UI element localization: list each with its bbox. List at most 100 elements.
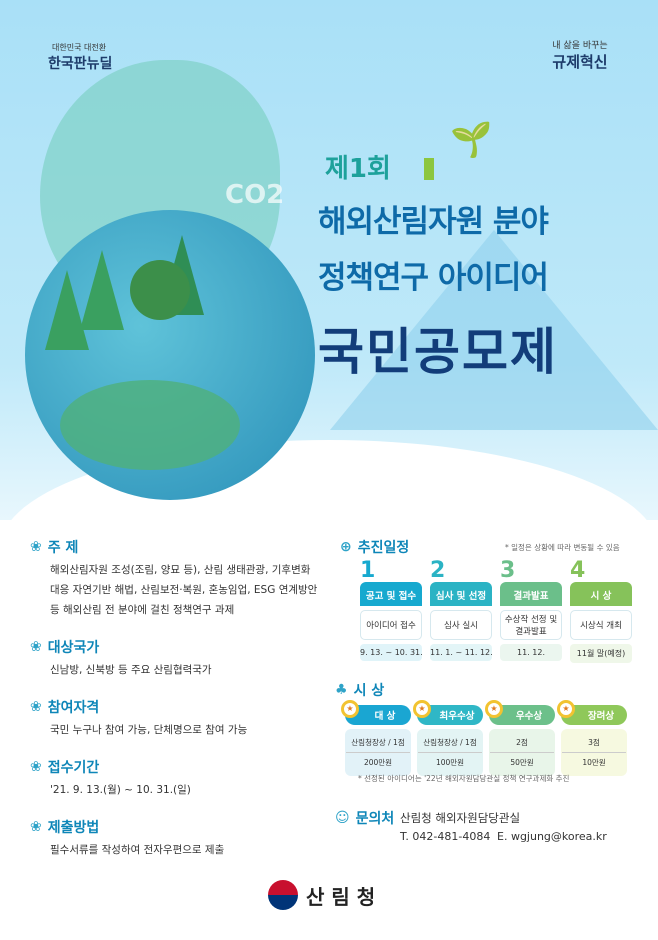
section-heading-text: 대상국가: [47, 640, 100, 656]
logo-subtitle: 대한민국 대전환: [52, 43, 107, 52]
step-description: 시상식 개최: [570, 610, 632, 640]
calendar-icon: ❀: [30, 759, 42, 775]
schedule-step: 4 시 상 시상식 개최 11월 말(예정): [570, 558, 632, 663]
award-title: ★ 대 상: [341, 700, 411, 725]
section-heading: ❀ 접수기간: [30, 757, 330, 777]
sprout-bar: [424, 158, 434, 180]
section-body: '21. 9. 13.(월) ~ 10. 31.(일): [50, 780, 330, 800]
award-count: 3점: [562, 733, 626, 753]
hand-sprout-icon: 🌱: [450, 120, 493, 160]
mountain-illustration: [330, 230, 658, 430]
sprout-icon: ❀: [30, 539, 42, 555]
awards-note: * 선정된 아이디어는 '22년 해외자원담당관실 정책 연구과제화 추진: [358, 774, 570, 783]
awards-heading-text: 시 상: [353, 683, 385, 699]
trees-icon: ♣: [335, 682, 348, 698]
award-prize: 10만원: [582, 758, 606, 767]
section-body-line: 국민 누구나 참여 가능, 단체명으로 참여 가능: [50, 724, 248, 736]
section-body: 국민 누구나 참여 가능, 단체명으로 참여 가능: [50, 720, 330, 740]
regulatory-innovation-logo: 내 삶을 바꾸는 규제혁신: [535, 38, 625, 72]
step-title: 결과발표: [500, 582, 562, 606]
globe-icon: ⊕: [340, 539, 352, 555]
step-number: 3: [500, 558, 516, 583]
step-title: 공고 및 접수: [360, 582, 422, 606]
section-heading: ❀ 제출방법: [30, 817, 330, 837]
award-count: 산림청장상 / 1점: [418, 733, 482, 753]
section-body-line: 대응 자연기반 해법, 산림보전·복원, 혼농임업, ESG 연계방안: [50, 584, 318, 596]
step-description: 수상작 선정 및 결과발표: [500, 610, 562, 640]
award-title-text: 대 상: [374, 711, 396, 722]
agency-name: 산 림 청: [306, 884, 376, 909]
contact-phone: T. 042-481-4084: [400, 830, 491, 843]
contact-heading: ☺ 문의처: [335, 808, 394, 828]
contact-email[interactable]: E. wgjung@korea.kr: [497, 830, 607, 843]
schedule-heading-text: 추진일정: [357, 540, 410, 556]
contact-org: 산림청 해외자원담당관실: [400, 811, 521, 825]
award-title: ★ 최우수상: [413, 700, 483, 725]
info-section: ❀ 접수기간 '21. 9. 13.(월) ~ 10. 31.(일): [30, 757, 330, 800]
schedule-steps: 1 공고 및 접수 아이디어 접수 9. 13. ~ 10. 31. 2 심사 및…: [360, 558, 632, 663]
section-heading-text: 참여자격: [47, 700, 100, 716]
award-card: ★ 최우수상 산림청장상 / 1점 100만원: [413, 700, 483, 776]
info-section: ❀ 주 제 해외산림자원 조성(조림, 양묘 등), 산림 생태관광, 기후변화 대응…: [30, 537, 330, 620]
document-icon: ❀: [30, 819, 42, 835]
award-details: 2점 50만원: [489, 729, 555, 776]
section-heading-text: 주 제: [47, 540, 79, 556]
people-icon: ❀: [30, 699, 42, 715]
award-count: 산림청장상 / 1점: [346, 733, 410, 753]
section-heading: ❀ 대상국가: [30, 637, 330, 657]
medal-icon: ★: [557, 700, 575, 718]
section-body-line: 신남방, 신북방 등 주요 산림협력국가: [50, 664, 212, 676]
step-description: 아이디어 접수: [360, 610, 422, 640]
step-date: 11월 말(예정): [570, 644, 632, 663]
section-heading: ❀ 참여자격: [30, 697, 330, 717]
tree-icon: ❀: [30, 639, 42, 655]
step-number: 1: [360, 558, 376, 583]
section-body-line: 등 해외산림 전 분야에 걸친 정책연구 과제: [50, 604, 235, 616]
earth-land-illustration: [60, 380, 240, 470]
korean-new-deal-logo: 대한민국 대전환 한국판뉴딜: [30, 42, 112, 73]
title-main: 국민공모제: [318, 323, 558, 381]
step-number: 2: [430, 558, 446, 583]
award-card: ★ 대 상 산림청장상 / 1점 200만원: [341, 700, 411, 776]
tree-illustration: [80, 250, 124, 330]
schedule-note: * 일정은 상황에 따라 변동될 수 있음: [505, 543, 620, 552]
award-details: 산림청장상 / 1점 100만원: [417, 729, 483, 776]
award-details: 3점 10만원: [561, 729, 627, 776]
award-title-text: 우수상: [515, 711, 543, 722]
section-body: 신남방, 신북방 등 주요 산림협력국가: [50, 660, 330, 680]
people-planting-tree-illustration: [130, 260, 190, 320]
step-date: 11. 12.: [500, 644, 562, 661]
title-line-2: 정책연구 아이디어: [318, 260, 549, 296]
award-prize: 50만원: [510, 758, 534, 767]
awards-list: ★ 대 상 산림청장상 / 1점 200만원 ★ 최우수상 산림청장상 / 1점 100만…: [341, 700, 627, 776]
co2-label: CO2: [225, 180, 285, 210]
award-prize: 100만원: [435, 758, 465, 767]
step-number: 4: [570, 558, 586, 583]
step-description: 심사 실시: [430, 610, 492, 640]
logo-title: 한국판뉴딜: [48, 56, 113, 72]
medal-icon: ★: [485, 700, 503, 718]
schedule-step: 3 결과발표 수상작 선정 및 결과발표 11. 12.: [500, 558, 562, 663]
awards-heading: ♣ 시 상: [335, 680, 384, 700]
logo-title: 규제혁신: [552, 53, 608, 71]
award-title-text: 최우수상: [439, 711, 475, 722]
schedule-heading: ⊕ 추진일정: [340, 537, 409, 557]
logo-subtitle: 내 삶을 바꾸는: [552, 41, 608, 51]
step-date: 11. 1. ~ 11. 12.: [430, 644, 493, 661]
schedule-step: 1 공고 및 접수 아이디어 접수 9. 13. ~ 10. 31.: [360, 558, 423, 663]
section-body-line: 필수서류를 작성하여 전자우편으로 제출: [50, 844, 225, 856]
section-heading-text: 접수기간: [47, 760, 100, 776]
step-title: 심사 및 선정: [430, 582, 492, 606]
step-title: 시 상: [570, 582, 632, 606]
step-date: 9. 13. ~ 10. 31.: [360, 644, 423, 661]
award-count: 2점: [490, 733, 554, 753]
award-title: ★ 장려상: [557, 700, 627, 725]
korea-forest-service-logo: 산 림 청: [268, 880, 375, 910]
medal-icon: ★: [341, 700, 359, 718]
section-body: 필수서류를 작성하여 전자우편으로 제출: [50, 840, 330, 860]
award-card: ★ 우수상 2점 50만원: [485, 700, 555, 776]
award-title-text: 장려상: [587, 711, 615, 722]
